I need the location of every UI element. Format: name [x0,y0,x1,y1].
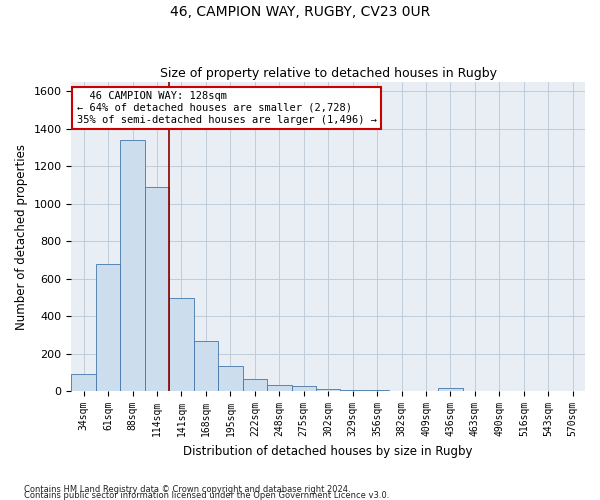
Text: 46 CAMPION WAY: 128sqm
← 64% of detached houses are smaller (2,728)
35% of semi-: 46 CAMPION WAY: 128sqm ← 64% of detached… [77,92,377,124]
Bar [96,264,121,391]
Text: Contains public sector information licensed under the Open Government Licence v3: Contains public sector information licen… [24,491,389,500]
Bar [242,379,267,391]
Bar [438,388,463,391]
Bar [267,384,292,391]
Bar [169,298,194,391]
Bar [389,390,414,391]
Bar [218,366,242,391]
Bar [340,390,365,391]
X-axis label: Distribution of detached houses by size in Rugby: Distribution of detached houses by size … [184,444,473,458]
Bar [365,390,389,391]
Text: 46, CAMPION WAY, RUGBY, CV23 0UR: 46, CAMPION WAY, RUGBY, CV23 0UR [170,5,430,19]
Bar [121,140,145,391]
Bar [71,374,96,391]
Text: Contains HM Land Registry data © Crown copyright and database right 2024.: Contains HM Land Registry data © Crown c… [24,485,350,494]
Bar [194,340,218,391]
Bar [145,187,169,391]
Y-axis label: Number of detached properties: Number of detached properties [15,144,28,330]
Bar [316,390,340,391]
Bar [292,386,316,391]
Title: Size of property relative to detached houses in Rugby: Size of property relative to detached ho… [160,66,497,80]
